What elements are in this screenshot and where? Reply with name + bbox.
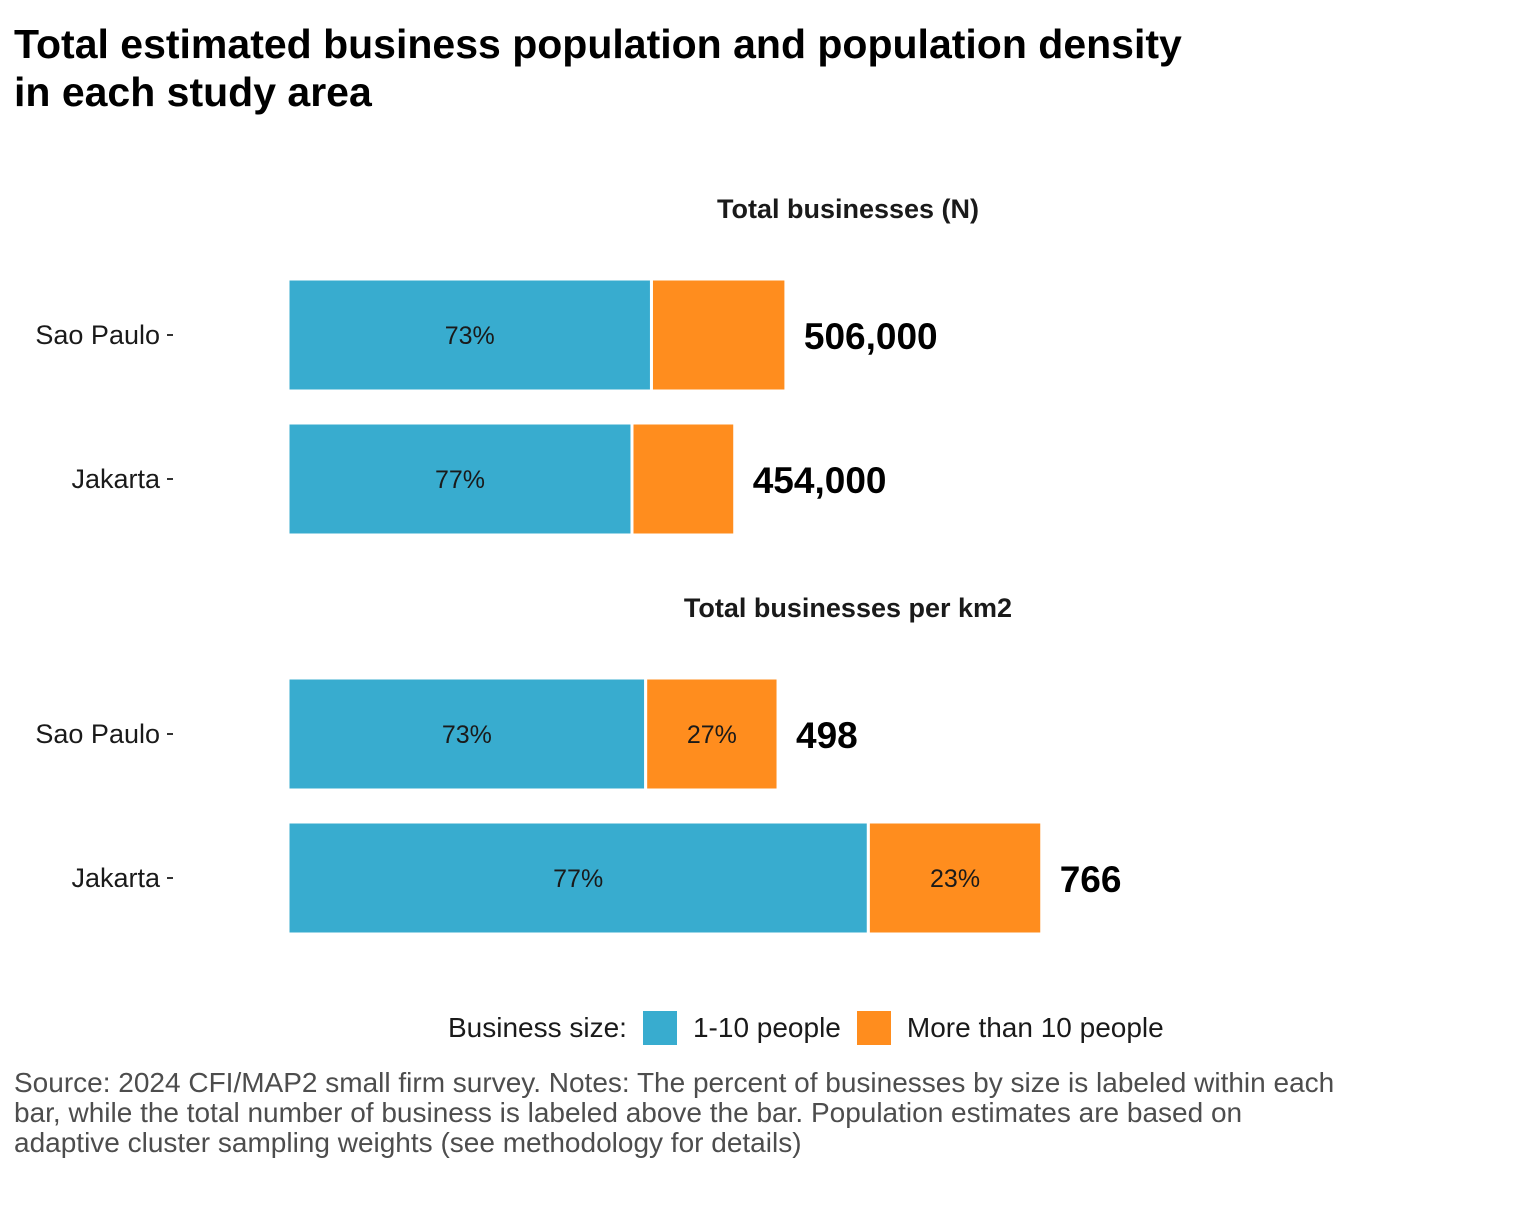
bar-segment-sao-paulo-small: [286, 676, 648, 792]
segment-label-sao-paulo-small: 73%: [442, 721, 492, 749]
legend-swatch-small: [642, 1011, 677, 1045]
category-label-sao-paulo: Sao Paulo: [35, 719, 160, 749]
legend-label-small: 1-10 people: [692, 1012, 841, 1043]
segment-label-jakarta-small: 77%: [553, 865, 603, 893]
legend-key-large: More than 10 people: [841, 1011, 1164, 1045]
segment-label-jakarta-small: 77%: [435, 466, 485, 494]
total-label-sao-paulo: 506,000: [804, 316, 938, 357]
bar-segment-sao-paulo-large: [649, 277, 788, 393]
legend: Business size: 1-10 people More than 10 …: [448, 1008, 1164, 1048]
chart-plot-area: Total businesses (N) Sao Paulo 73% 506,000 J…: [35, 194, 1122, 936]
total-label-sao-paulo: 498: [796, 715, 858, 756]
facet-title-1: Total businesses (N): [717, 194, 979, 224]
category-label-sao-paulo: Sao Paulo: [35, 320, 160, 350]
bar-segment-sao-paulo-small: [286, 277, 653, 393]
category-label-jakarta: Jakarta: [71, 863, 161, 893]
category-label-jakarta: Jakarta: [71, 464, 161, 494]
bar-segment-jakarta-large: [866, 820, 1044, 936]
segment-label-sao-paulo-large: 27%: [687, 721, 737, 749]
bar-segment-jakarta-large: [630, 421, 737, 537]
legend-label-large: More than 10 people: [906, 1012, 1164, 1043]
bar-segment-sao-paulo-large: [644, 676, 780, 792]
chart-title: Total estimated business population and …: [14, 20, 1414, 116]
facet-title-2: Total businesses per km2: [684, 593, 1012, 623]
legend-swatch-large: [856, 1011, 891, 1045]
segment-label-jakarta-large: 23%: [930, 865, 980, 893]
legend-key-small: 1-10 people: [627, 1011, 841, 1045]
total-label-jakarta: 454,000: [753, 460, 887, 501]
source-caption: Source: 2024 CFI/MAP2 small firm survey.…: [14, 1067, 1335, 1158]
chart-title-line-2: in each study area: [14, 69, 372, 115]
chart-title-line-1: Total estimated business population and …: [14, 21, 1182, 67]
bar-segment-jakarta-small: [286, 820, 870, 936]
segment-label-sao-paulo-small: 73%: [445, 322, 495, 350]
bar-segment-jakarta-small: [286, 421, 634, 537]
total-label-jakarta: 766: [1060, 859, 1122, 900]
legend-title: Business size:: [448, 1012, 627, 1043]
